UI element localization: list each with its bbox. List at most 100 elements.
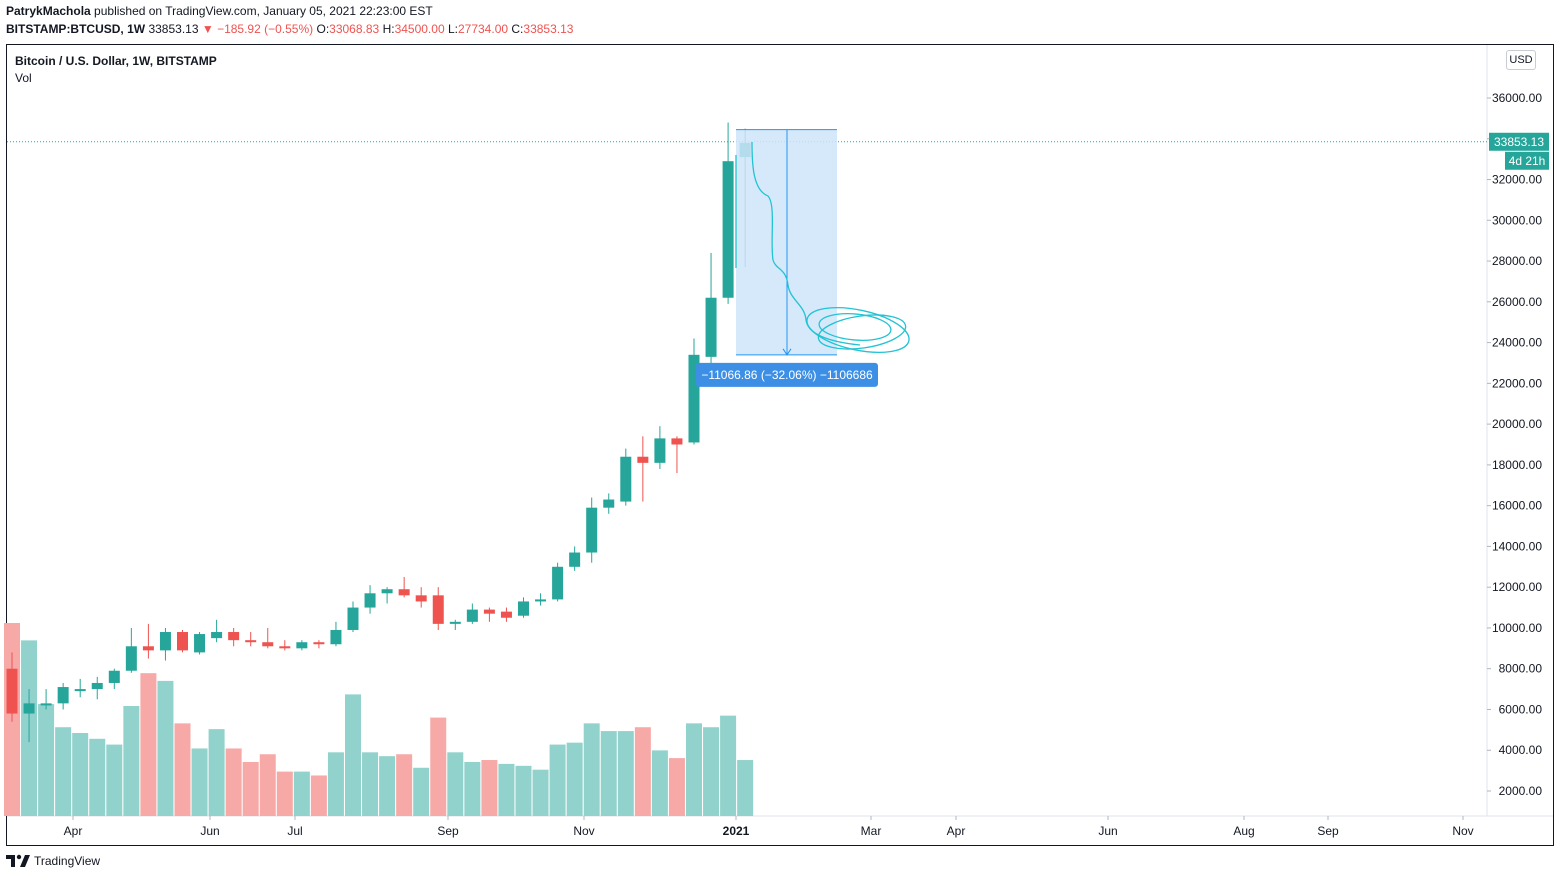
y-tick-label: 26000.00 bbox=[1492, 295, 1542, 309]
symbol-interval: BITSTAMP:BTCUSD, 1W bbox=[6, 22, 146, 36]
volume-bar bbox=[566, 742, 583, 816]
currency-button[interactable]: USD bbox=[1506, 50, 1536, 70]
y-tick-label: 36000.00 bbox=[1492, 91, 1542, 105]
candle-body bbox=[330, 629, 342, 645]
volume-bar bbox=[737, 760, 754, 816]
y-tick-label: 12000.00 bbox=[1492, 580, 1542, 594]
candle-body bbox=[125, 646, 137, 671]
footer: TradingView bbox=[6, 854, 100, 868]
x-tick-label: Nov bbox=[573, 824, 594, 838]
candle-body bbox=[6, 668, 18, 714]
candle-body bbox=[466, 609, 478, 622]
candle-body bbox=[159, 632, 171, 651]
volume-bar bbox=[276, 771, 293, 816]
volume-legend: Vol bbox=[15, 71, 32, 85]
volume-bar bbox=[379, 756, 396, 816]
volume-bar bbox=[293, 771, 310, 816]
candle bbox=[279, 640, 291, 651]
chart-frame bbox=[6, 44, 1554, 846]
volume-bar bbox=[583, 723, 600, 816]
chart-legend: Bitcoin / U.S. Dollar, 1W, BITSTAMP Vol bbox=[15, 53, 217, 87]
candle bbox=[449, 619, 461, 630]
volume-bar bbox=[617, 731, 634, 816]
candle-body bbox=[620, 456, 632, 502]
candle-body bbox=[313, 642, 325, 645]
y-tick-label: 18000.00 bbox=[1492, 458, 1542, 472]
candle bbox=[705, 252, 717, 376]
y-tick-label: 24000.00 bbox=[1492, 336, 1542, 350]
candle bbox=[40, 689, 52, 710]
candle bbox=[688, 338, 700, 445]
tradingview-logo-icon bbox=[6, 854, 30, 867]
freehand-circle bbox=[806, 306, 910, 354]
publish-info: PatrykMachola published on TradingView.c… bbox=[6, 4, 433, 20]
candle-body bbox=[381, 589, 393, 594]
volume-bar bbox=[327, 752, 344, 816]
candle bbox=[364, 585, 376, 614]
y-tick-label: 10000.00 bbox=[1492, 621, 1542, 635]
volume-bar bbox=[549, 744, 566, 816]
candle bbox=[57, 682, 69, 710]
candle bbox=[381, 587, 393, 604]
x-tick-label: Aug bbox=[1233, 824, 1254, 838]
y-tick-label: 20000.00 bbox=[1492, 417, 1542, 431]
candle bbox=[500, 607, 512, 622]
last-price: 33853.13 bbox=[148, 22, 199, 36]
candle-body bbox=[262, 642, 274, 647]
candle bbox=[23, 689, 35, 743]
volume-bar bbox=[464, 761, 481, 816]
freehand-circle bbox=[817, 314, 907, 350]
candle-body bbox=[654, 438, 666, 463]
volume-bar bbox=[686, 723, 702, 816]
candle-body bbox=[722, 161, 734, 298]
candle bbox=[211, 619, 223, 643]
volume-bar bbox=[481, 760, 498, 816]
high-value: 34500.00 bbox=[394, 22, 445, 36]
y-tick-label: 28000.00 bbox=[1492, 254, 1542, 268]
volume-bar bbox=[413, 767, 430, 816]
candle bbox=[552, 562, 564, 602]
candle-body bbox=[296, 642, 308, 649]
candle bbox=[637, 436, 649, 502]
y-tick-label: 6000.00 bbox=[1499, 702, 1543, 716]
candle-body bbox=[603, 499, 615, 508]
candle bbox=[330, 621, 342, 647]
candle bbox=[296, 640, 308, 651]
x-tick-label: Jun bbox=[200, 824, 219, 838]
volume-bar bbox=[259, 754, 276, 816]
candle bbox=[245, 632, 257, 647]
candle-body bbox=[705, 297, 717, 357]
volume-bar bbox=[362, 752, 379, 816]
candle-body bbox=[449, 621, 461, 624]
candle bbox=[347, 601, 359, 633]
candle-body bbox=[688, 354, 700, 443]
volume-bar bbox=[600, 731, 617, 816]
candle-body bbox=[415, 595, 427, 602]
volume-bar bbox=[634, 727, 651, 816]
volume-bar bbox=[703, 727, 720, 816]
volume-bar bbox=[498, 763, 515, 816]
candle-body bbox=[211, 632, 223, 639]
author-name[interactable]: PatrykMachola bbox=[6, 4, 91, 18]
x-tick-label: Nov bbox=[1452, 824, 1473, 838]
volume-bar bbox=[668, 758, 685, 816]
candle bbox=[569, 546, 581, 571]
volume-bar bbox=[208, 729, 225, 816]
candle-body bbox=[194, 634, 206, 653]
y-tick-label: 32000.00 bbox=[1492, 173, 1542, 187]
candle bbox=[125, 627, 137, 673]
volume-bar bbox=[106, 744, 123, 816]
y-tick-label: 14000.00 bbox=[1492, 539, 1542, 553]
countdown-tag bbox=[1505, 151, 1549, 170]
candle-body bbox=[91, 682, 103, 690]
x-tick-label: 2021 bbox=[723, 824, 750, 838]
footer-brand[interactable]: TradingView bbox=[34, 854, 101, 868]
volume-bar bbox=[225, 748, 242, 816]
y-tick-label: 16000.00 bbox=[1492, 499, 1542, 513]
volume-bar bbox=[515, 765, 532, 816]
candle bbox=[620, 448, 632, 506]
candle bbox=[415, 587, 427, 608]
candle-body bbox=[569, 552, 581, 567]
candle bbox=[313, 640, 325, 649]
